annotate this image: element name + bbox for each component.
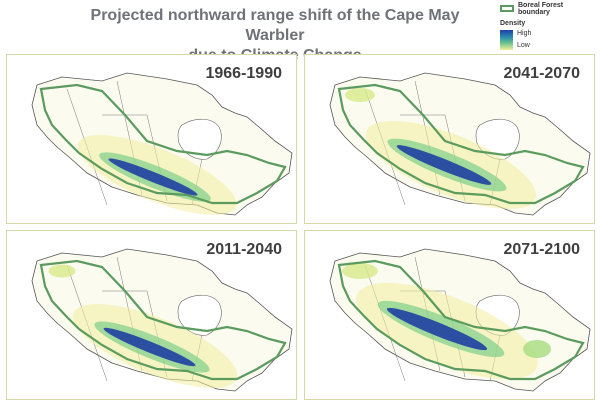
hudson-bay (177, 118, 222, 160)
legend-high-label: High (517, 30, 532, 37)
density-north-patch (48, 264, 76, 278)
legend-boundary-label: Boreal Forest boundary (518, 2, 564, 16)
density-north-patch (342, 263, 378, 279)
period-label: 2071-2100 (503, 241, 580, 258)
period-label: 2011-2040 (206, 241, 282, 258)
title-line-1: Projected northward range shift of the C… (90, 7, 460, 44)
boreal-forest-boundary (337, 259, 585, 381)
density-gradient (500, 30, 513, 50)
canada-map (329, 72, 591, 216)
canada-map (329, 248, 591, 392)
map-panel-2071-2100: 2071-2100 (304, 230, 595, 400)
coastline (31, 72, 293, 216)
density-high-area (396, 145, 492, 185)
map-panel-2041-2070: 2041-2070 (304, 54, 595, 224)
density-north-patch (345, 88, 375, 102)
density-high-area (108, 158, 198, 196)
density-high-area (103, 327, 196, 367)
canada-map (31, 248, 293, 392)
legend: Boreal Forest boundary Density High Low (498, 1, 598, 51)
period-label: 1966-1990 (205, 65, 282, 82)
density-high-area (386, 307, 488, 351)
legend-density-label: Density (500, 20, 526, 27)
hudson-bay (177, 294, 222, 336)
density-east-patch (523, 340, 551, 358)
legend-low-label: Low (517, 42, 530, 49)
period-label: 2041-2070 (503, 65, 580, 82)
boundary-swatch-icon (500, 5, 514, 12)
canada-map (31, 72, 293, 216)
boreal-forest-boundary (39, 83, 287, 205)
boreal-forest-boundary (337, 83, 585, 205)
map-panel-2011-2040: 2011-2040 (6, 230, 297, 400)
boreal-forest-boundary (39, 259, 287, 381)
map-panel-1966-1990: 1966-1990 (6, 54, 297, 224)
